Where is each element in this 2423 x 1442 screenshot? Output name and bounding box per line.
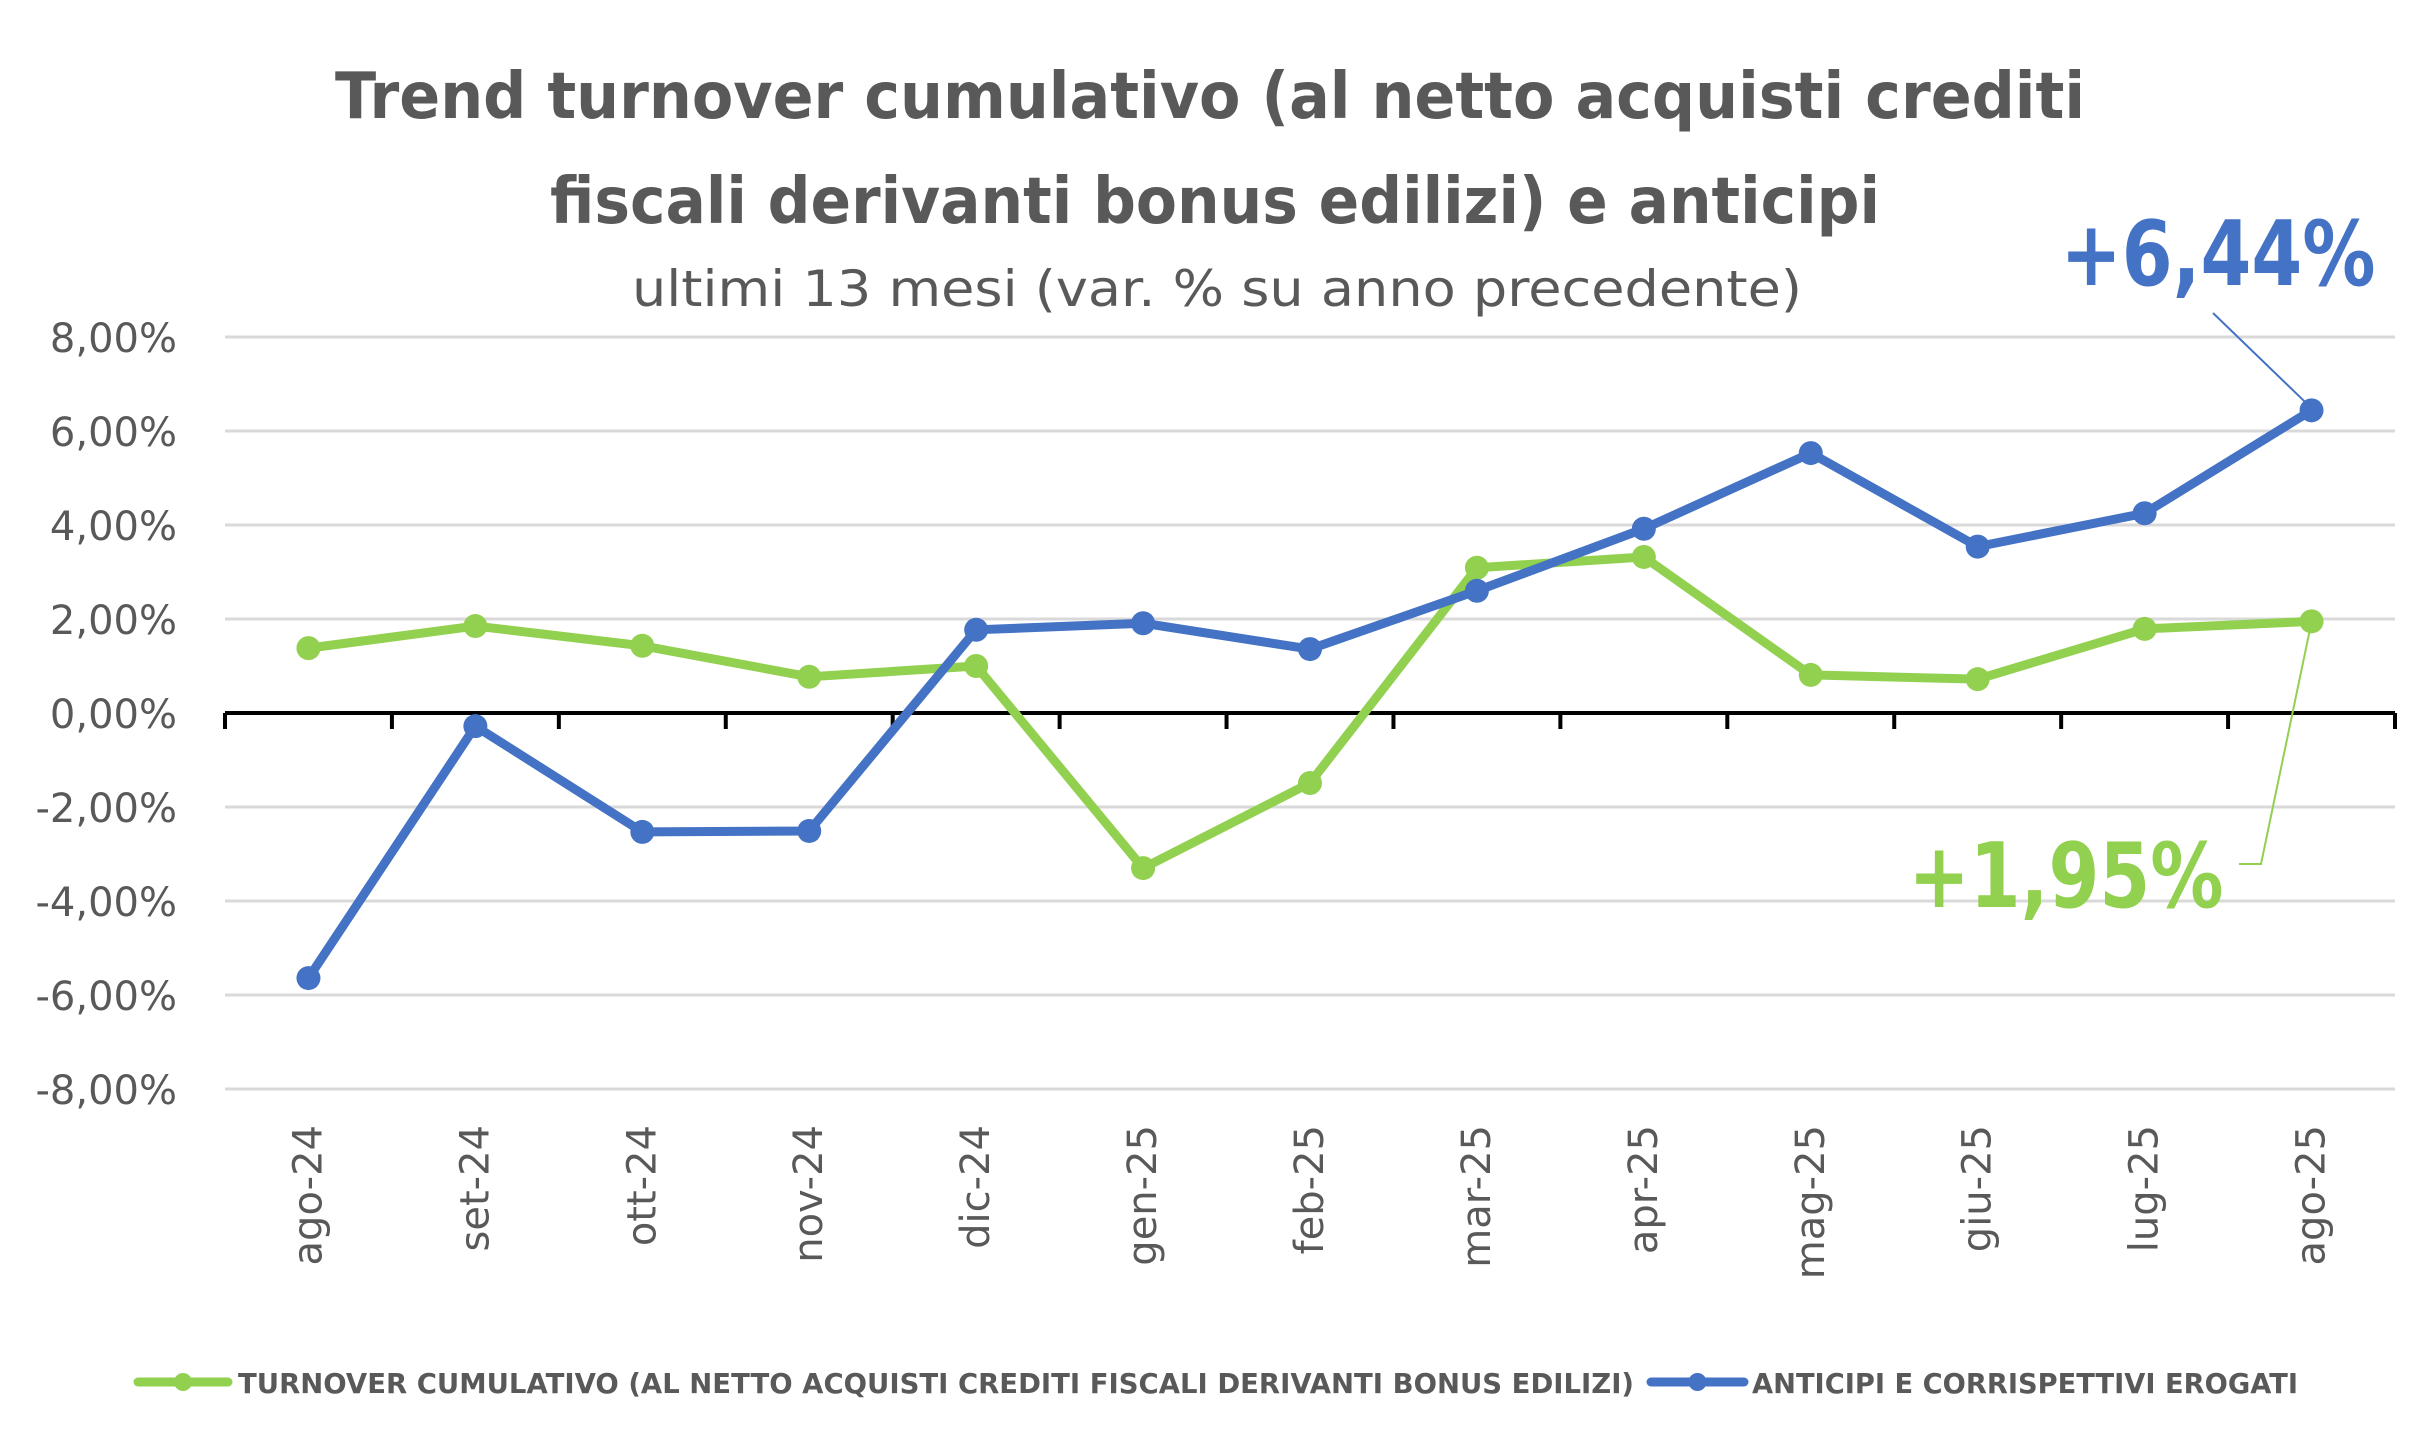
legend-label: TURNOVER CUMULATIVO (AL NETTO ACQUISTI C… (238, 1367, 1634, 1400)
data-point (296, 636, 321, 661)
x-tick-label: dic-24 (953, 1125, 999, 1249)
data-point (630, 819, 655, 844)
y-axis-labels: 8,00% 6,00% 4,00% 2,00% 0,00% -2,00% -4,00% -6,… (35, 316, 177, 1114)
data-point (1631, 516, 1656, 541)
y-tick-label: -6,00% (35, 974, 177, 1020)
data-point (1631, 544, 1656, 569)
callout-label-anticipi: +6,44% (2061, 202, 2376, 307)
data-point (1131, 611, 1156, 636)
data-point (797, 818, 822, 843)
data-point (463, 614, 488, 639)
x-axis-labels: ago-24 set-24 ott-24 nov-24 dic-24 gen-25 feb-… (285, 1125, 2334, 1279)
y-tick-label: 8,00% (50, 316, 177, 362)
data-point (1464, 578, 1489, 603)
callout-leader-line (2239, 631, 2311, 865)
y-tick-label: -4,00% (35, 880, 177, 926)
x-tick-label: mar-25 (1454, 1125, 1500, 1268)
x-tick-label: feb-25 (1287, 1125, 1333, 1254)
data-point (1965, 667, 1990, 692)
y-tick-label: -8,00% (35, 1068, 177, 1114)
data-point (296, 966, 321, 991)
x-tick-label: nov-24 (786, 1125, 832, 1263)
chart-title-line-2: fiscali derivanti bonus edilizi) e antic… (550, 165, 1880, 239)
series-anticipi (296, 398, 2324, 991)
x-tick-label: lug-25 (2122, 1125, 2168, 1252)
legend-item-anticipi: ANTICIPI E CORRISPETTIVI EROGATI (1646, 1367, 2298, 1400)
x-tick-label: ott-24 (619, 1125, 665, 1246)
data-point (1131, 856, 1156, 881)
data-point (1798, 662, 1823, 687)
x-tick-label: giu-25 (1955, 1125, 2001, 1252)
chart-title: Trend turnover cumulativo (al netto acqu… (335, 60, 2085, 318)
data-point (2132, 616, 2157, 641)
legend: TURNOVER CUMULATIVO (AL NETTO ACQUISTI C… (133, 1367, 2298, 1400)
data-point (463, 714, 488, 739)
callout-leader-line (2212, 312, 2309, 406)
x-axis (223, 711, 2397, 729)
y-tick-label: 2,00% (50, 598, 177, 644)
data-point (2299, 609, 2324, 634)
data-point (2299, 398, 2324, 423)
data-point (1464, 555, 1489, 580)
x-tick-label: gen-25 (1120, 1125, 1166, 1266)
legend-item-turnover: TURNOVER CUMULATIVO (AL NETTO ACQUISTI C… (133, 1367, 1634, 1400)
data-point (2132, 501, 2157, 526)
x-tick-label: ago-25 (2289, 1125, 2335, 1265)
y-tick-label: -2,00% (35, 786, 177, 832)
data-point (1298, 637, 1322, 662)
x-tick-label: mag-25 (1788, 1125, 1834, 1279)
y-tick-label: 0,00% (50, 692, 177, 738)
series-turnover (296, 544, 2324, 881)
legend-label: ANTICIPI E CORRISPETTIVI EROGATI (1752, 1367, 2298, 1400)
data-point (964, 654, 989, 678)
series-group (296, 398, 2324, 991)
legend-swatch-marker (1688, 1373, 1707, 1391)
chart-title-line-1: Trend turnover cumulativo (al netto acqu… (335, 60, 2085, 134)
chart-subtitle: ultimi 13 mesi (var. % su anno precedent… (632, 260, 1802, 318)
data-point (964, 617, 989, 642)
callout-label-turnover: +1,95% (1909, 824, 2224, 929)
annotations: +6,44% +1,95% (1909, 202, 2376, 929)
legend-swatch-marker (174, 1373, 192, 1391)
x-tick-label: ago-24 (285, 1125, 331, 1265)
x-tick-label: set-24 (452, 1125, 498, 1251)
gridlines (225, 335, 2395, 1091)
data-point (1798, 441, 1823, 466)
x-tick-label: apr-25 (1621, 1125, 1667, 1254)
data-point (630, 633, 655, 658)
y-tick-label: 4,00% (50, 504, 177, 550)
data-point (1298, 771, 1322, 796)
data-point (1965, 534, 1990, 559)
y-tick-label: 6,00% (50, 410, 177, 456)
data-point (797, 664, 822, 689)
